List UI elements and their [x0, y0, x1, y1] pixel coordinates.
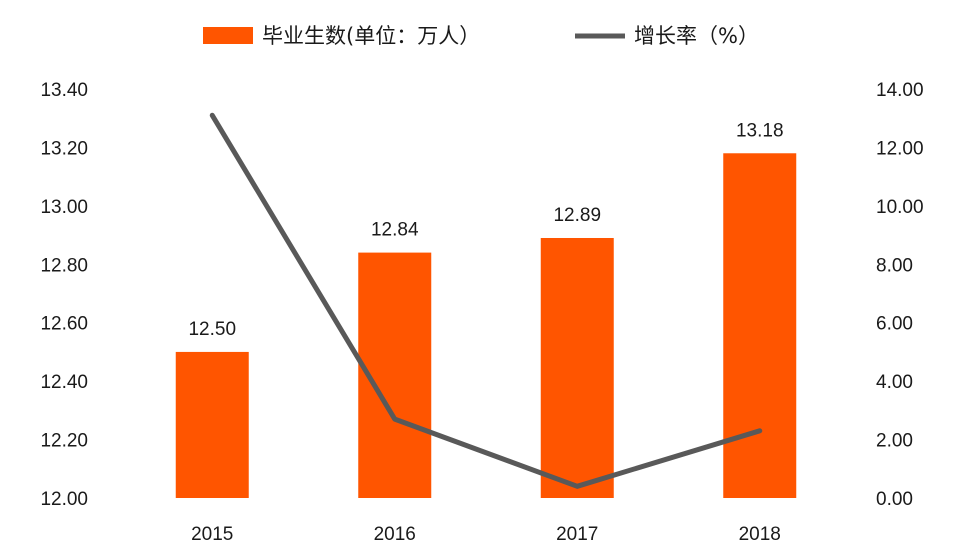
bar-data-label-2018: 13.18 — [736, 120, 784, 141]
legend-swatch-bar — [203, 27, 253, 44]
y-left-tick-label: 13.40 — [40, 80, 88, 101]
bar-2015 — [175, 351, 249, 498]
y-right-tick-label: 14.00 — [876, 80, 924, 101]
bar-data-label-2016: 12.84 — [371, 220, 419, 241]
bar-2017 — [540, 237, 614, 498]
bar-data-label-2015: 12.50 — [188, 319, 236, 340]
x-tick-label-2016: 2016 — [374, 524, 416, 545]
x-tick-label-2015: 2015 — [191, 524, 233, 545]
y-right-tick-label: 8.00 — [876, 255, 913, 276]
y-left-tick-label: 12.80 — [40, 255, 88, 276]
legend-label-bar: 毕业生数(单位：万人） — [262, 24, 480, 48]
legend-label-line: 增长率（%） — [634, 24, 759, 48]
x-tick-label-2017: 2017 — [556, 524, 598, 545]
y-right-tick-label: 2.00 — [876, 431, 913, 452]
growth-rate-line — [209, 112, 763, 489]
y-right-tick-label: 6.00 — [876, 314, 913, 335]
y-right-tick-label: 0.00 — [876, 489, 913, 510]
legend: 毕业生数(单位：万人） 增长率（%） — [203, 24, 759, 48]
bar-2018 — [723, 153, 797, 498]
y-right-tick-label: 4.00 — [876, 372, 913, 393]
y-left-tick-label: 12.40 — [40, 372, 88, 393]
y-left-tick-label: 13.00 — [40, 197, 88, 218]
y-left-tick-label: 12.20 — [40, 431, 88, 452]
y-right-tick-label: 12.00 — [876, 138, 924, 159]
y-right-tick-label: 10.00 — [876, 197, 924, 218]
x-tick-label-2018: 2018 — [739, 524, 781, 545]
y-left-tick-label: 12.00 — [40, 489, 88, 510]
y-left-tick-label: 13.20 — [40, 138, 88, 159]
y-left-tick-label: 12.60 — [40, 314, 88, 335]
bar-data-label-2017: 12.89 — [553, 205, 601, 226]
